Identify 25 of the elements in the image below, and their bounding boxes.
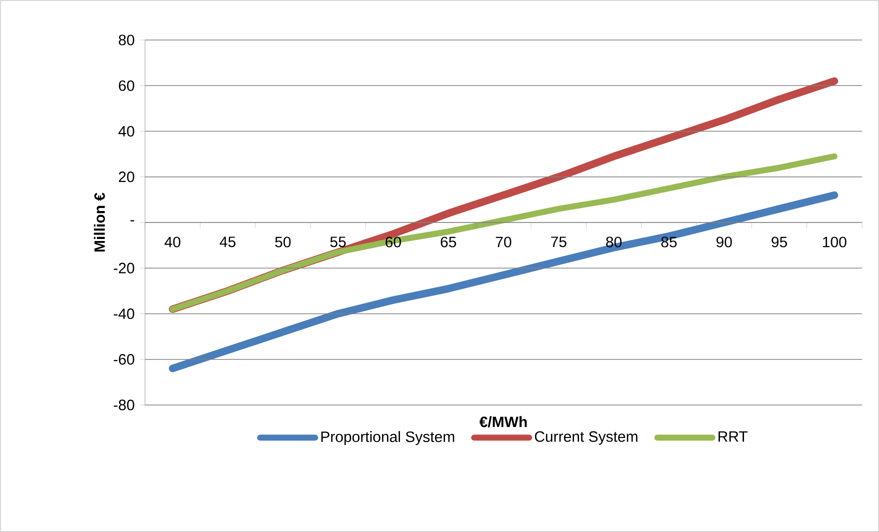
x-tick-label: 40 [164, 236, 180, 248]
x-tick-label: 65 [440, 236, 456, 248]
x-tick-label: 90 [716, 236, 732, 248]
x-tick-label: 85 [661, 236, 677, 248]
y-tick-label: 20 [118, 172, 134, 182]
y-tick-label: - [130, 220, 134, 222]
x-axis-title: €/MWh [479, 416, 527, 428]
legend-label: Current System [534, 431, 638, 445]
y-tick-label: -40 [114, 308, 134, 320]
y-tick-label: -60 [114, 354, 134, 365]
x-tick-label: 70 [496, 236, 512, 248]
y-tick-label: -80 [114, 400, 134, 410]
y-tick-label: -20 [114, 262, 134, 274]
y-tick-label: 60 [118, 80, 134, 91]
x-tick-label: 75 [551, 236, 566, 248]
x-tick-label: 45 [220, 236, 236, 248]
x-tick-label: 95 [772, 236, 787, 248]
legend-label: RRT [718, 431, 748, 442]
x-tick-label: 50 [275, 236, 291, 248]
x-tick-label: 100 [823, 236, 846, 248]
y-tick-label: 40 [118, 126, 134, 137]
x-tick-label: 55 [330, 236, 346, 248]
y-tick-label: 80 [118, 34, 134, 46]
legend-label: Proportional System [321, 431, 454, 446]
y-axis-title: Million € [94, 192, 105, 252]
